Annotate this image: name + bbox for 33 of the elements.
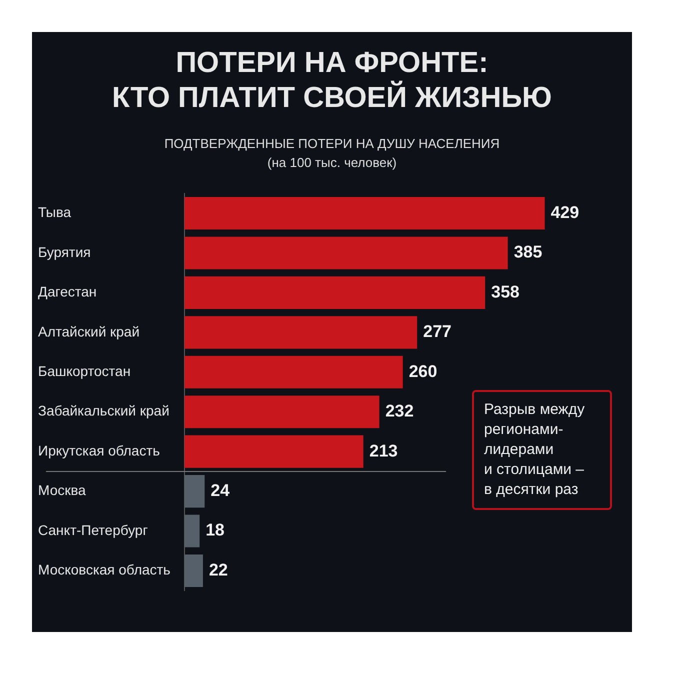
bar: [184, 276, 486, 309]
bar: [184, 396, 380, 428]
bar: [184, 356, 403, 388]
bar: [184, 196, 545, 230]
data-label: 429: [550, 202, 580, 222]
bar: [184, 435, 364, 468]
y-tick-label: Бурятия: [38, 244, 91, 260]
chart-subtitle: ПОДТВЕРЖДЕННЫЕ ПОТЕРИ НА ДУШУ НАСЕЛЕНИЯ (на 100 тыс. человек): [163, 135, 501, 172]
bar: [184, 554, 203, 588]
bar: [184, 475, 205, 508]
data-label: 385: [514, 242, 542, 262]
data-label: 24: [210, 480, 230, 500]
data-label: 232: [385, 402, 414, 421]
y-tick-label: Санкт-Петербург: [38, 522, 148, 538]
y-tick-label: Иркутская область: [38, 442, 160, 458]
y-tick-label: Алтайский край: [38, 323, 140, 340]
chart-title: ПОТЕРИ НА ФРОНТЕ: КТО ПЛАТИТ СВОЕЙ ЖИЗНЬЮ: [111, 46, 553, 116]
data-label: 260: [408, 362, 438, 381]
y-tick-label: Башкортостан: [38, 363, 131, 379]
y-tick-label: Дагестан: [38, 284, 97, 300]
y-tick-label: Московская область: [38, 562, 170, 578]
y-tick-label: Москва: [38, 482, 86, 498]
data-label: 358: [491, 282, 520, 302]
callout-box: Разрыв между регионами- лидерами и столицами – в десятки раз: [472, 390, 612, 510]
data-label: 18: [206, 520, 225, 540]
bar: [184, 514, 200, 548]
y-tick-label: Тыва: [38, 204, 72, 220]
bar: [184, 316, 418, 349]
y-tick-label: Забайкальский край: [38, 402, 170, 419]
data-label: 22: [208, 560, 228, 580]
data-label: 277: [423, 322, 452, 342]
bar: [184, 236, 508, 270]
data-label: 213: [369, 441, 398, 460]
